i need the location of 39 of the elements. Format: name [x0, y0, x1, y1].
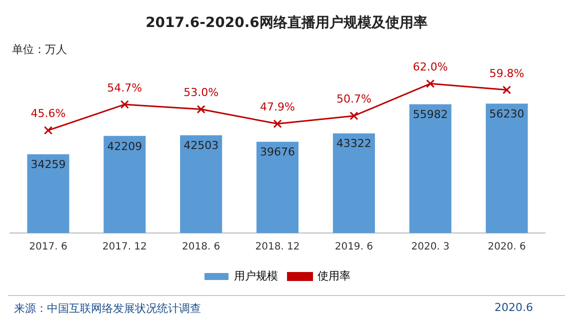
legend-label: 使用率: [318, 269, 350, 282]
data-label: 42503: [184, 139, 219, 152]
x-tick-label: 2019. 6: [334, 242, 374, 253]
point: [120, 100, 129, 109]
bar: [104, 136, 146, 233]
data-label: 55982: [412, 108, 448, 122]
x-tick-label: 2020. 3: [411, 242, 450, 253]
x-tick-label: 2017. 6: [29, 242, 68, 253]
text: 2020.6: [494, 301, 533, 314]
bar: [27, 154, 70, 233]
data-label: 59.8%: [489, 66, 524, 80]
chart-title: 2017.6-2020.6网络直播用户规模及使用率: [144, 14, 428, 32]
data-label: 47.9%: [260, 100, 295, 114]
point: [44, 126, 52, 135]
x-tick-label: 2020. 6: [488, 242, 526, 253]
text: 单位：万人: [12, 42, 67, 57]
x-tick-label: 2018. 12: [255, 242, 300, 253]
bar: [409, 104, 452, 233]
x-tick-label: 2018. 6: [182, 242, 220, 253]
data-label: 45.6%: [30, 107, 66, 120]
bar: [256, 142, 299, 233]
data-label: 39676: [260, 146, 295, 159]
bar: [332, 133, 375, 233]
point: [196, 104, 206, 114]
data-label: 62.0%: [412, 60, 448, 74]
data-label: 42209: [107, 140, 142, 153]
data-label: 53.0%: [184, 86, 219, 100]
data-label: 56230: [489, 108, 524, 121]
x-tick-label: 2017. 12: [102, 242, 147, 253]
point: [350, 112, 358, 120]
bar: [180, 135, 222, 233]
point: [273, 120, 282, 128]
legend-label: 用户规模: [234, 269, 278, 282]
data-label: 54.7%: [107, 81, 142, 94]
data-label: 43322: [336, 137, 372, 150]
data-label: 34259: [30, 158, 66, 172]
bar: [486, 104, 528, 233]
data-label: 50.7%: [336, 92, 372, 106]
source-note: 来源：中国互联网络发展状况统计调查: [14, 301, 201, 316]
